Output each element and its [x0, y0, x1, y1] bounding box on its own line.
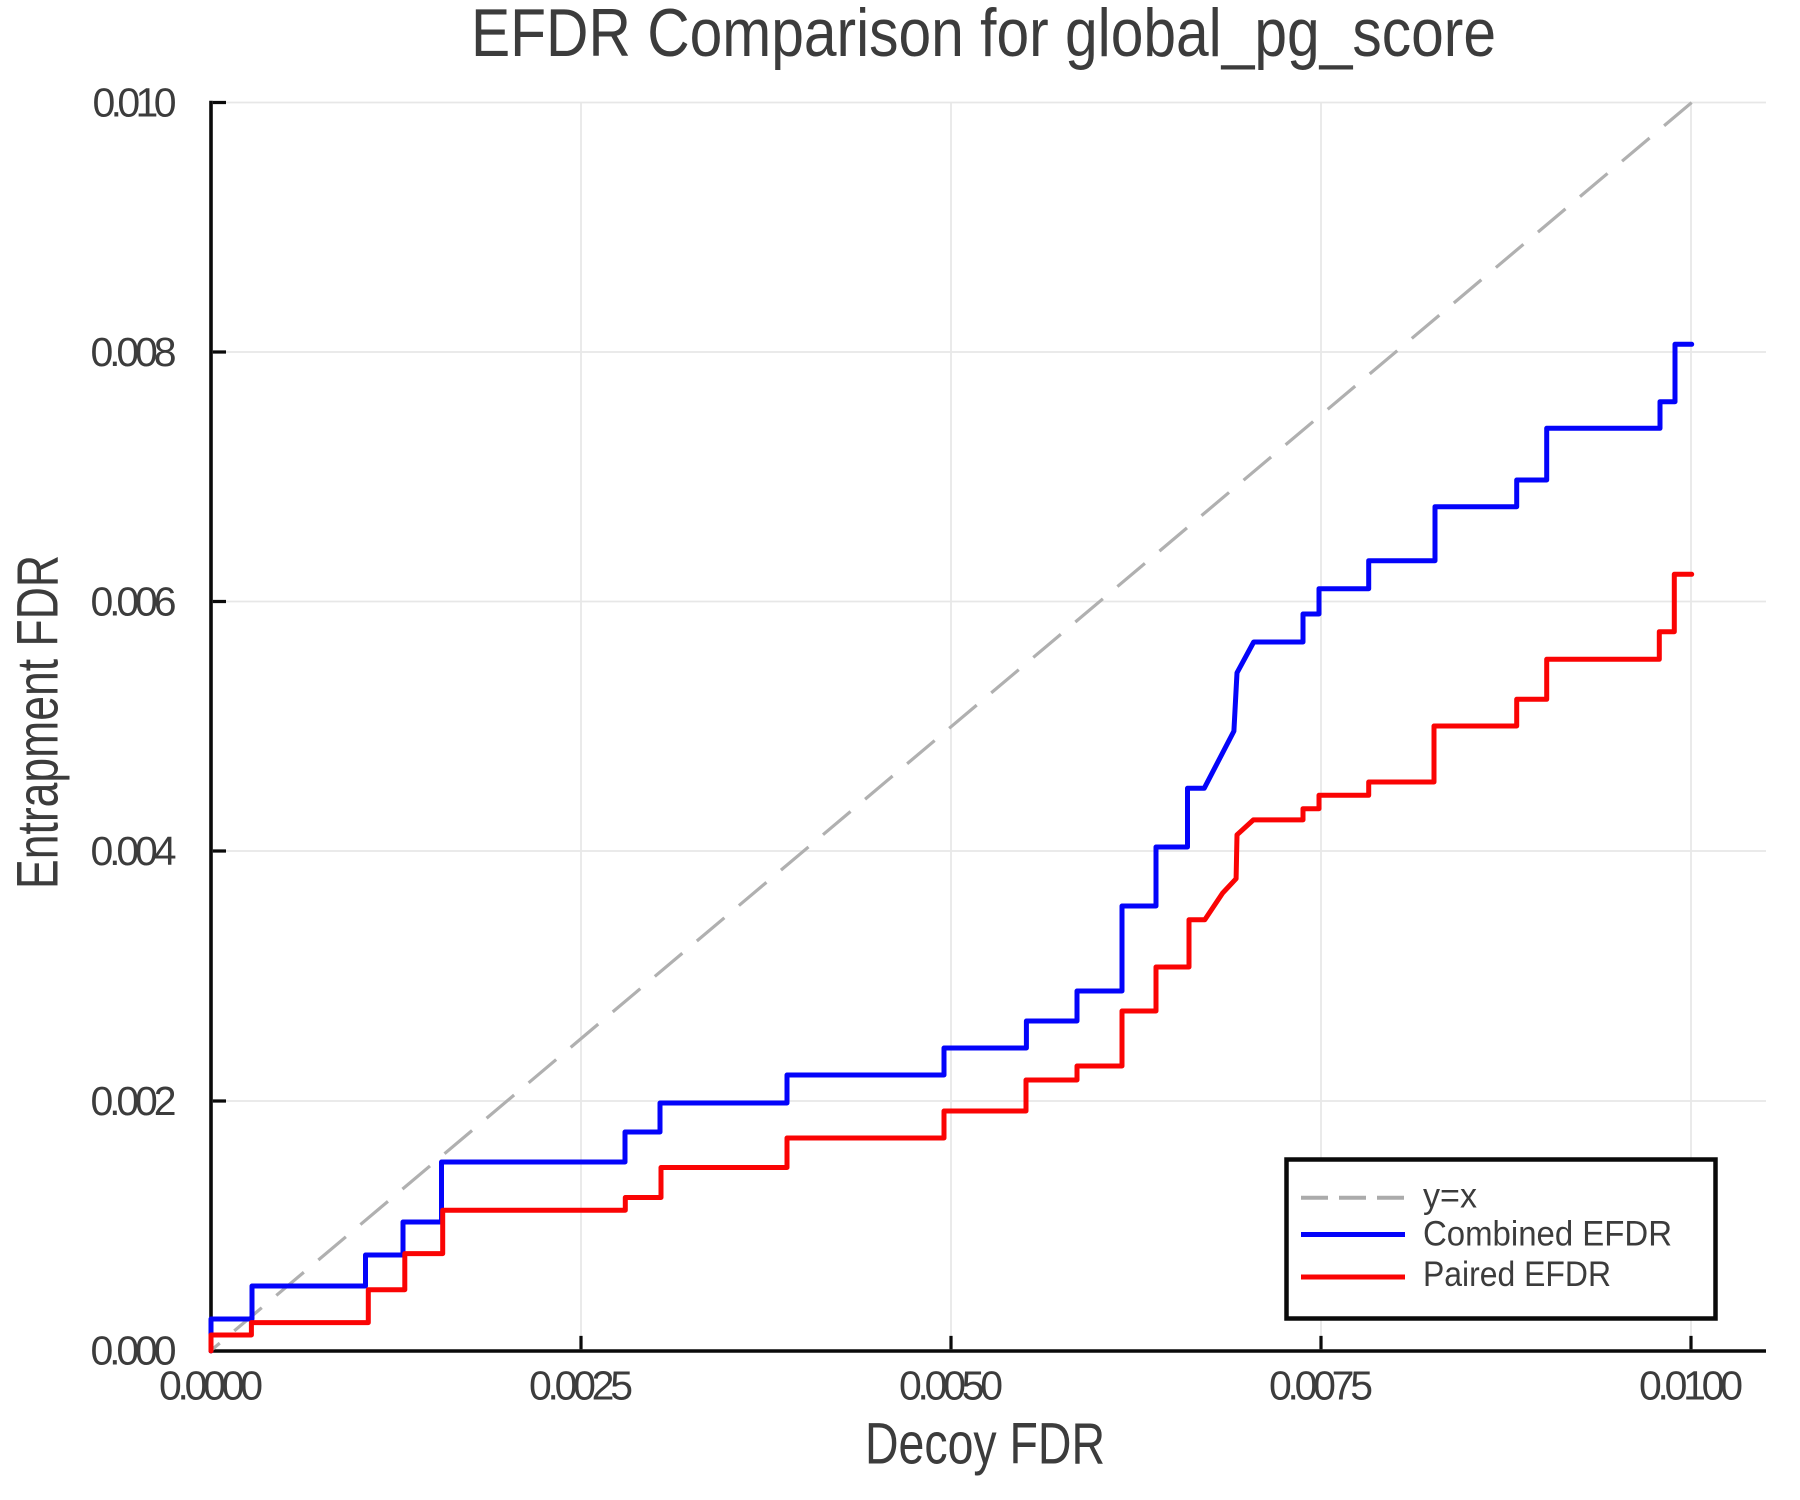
svg-text:Entrapment FDR: Entrapment FDR: [6, 555, 71, 889]
svg-text:0.004: 0.004: [91, 828, 177, 874]
svg-text:Combined EFDR: Combined EFDR: [1423, 1215, 1672, 1254]
svg-text:0.0000: 0.0000: [159, 1362, 263, 1408]
svg-text:Decoy FDR: Decoy FDR: [865, 1412, 1105, 1477]
svg-text:0.006: 0.006: [91, 579, 177, 625]
svg-text:0.0100: 0.0100: [1639, 1362, 1743, 1408]
svg-text:0.008: 0.008: [91, 329, 177, 375]
svg-text:0.010: 0.010: [93, 80, 177, 126]
svg-text:0.0075: 0.0075: [1269, 1362, 1373, 1408]
svg-text:Paired EFDR: Paired EFDR: [1423, 1255, 1611, 1294]
svg-text:0.0050: 0.0050: [899, 1362, 1003, 1408]
svg-text:0.000: 0.000: [91, 1328, 177, 1374]
svg-text:y=x: y=x: [1423, 1177, 1477, 1216]
svg-text:0.002: 0.002: [91, 1078, 177, 1124]
svg-text:EFDR Comparison for global_pg_: EFDR Comparison for global_pg_score: [471, 0, 1496, 71]
svg-text:0.0025: 0.0025: [529, 1362, 633, 1408]
